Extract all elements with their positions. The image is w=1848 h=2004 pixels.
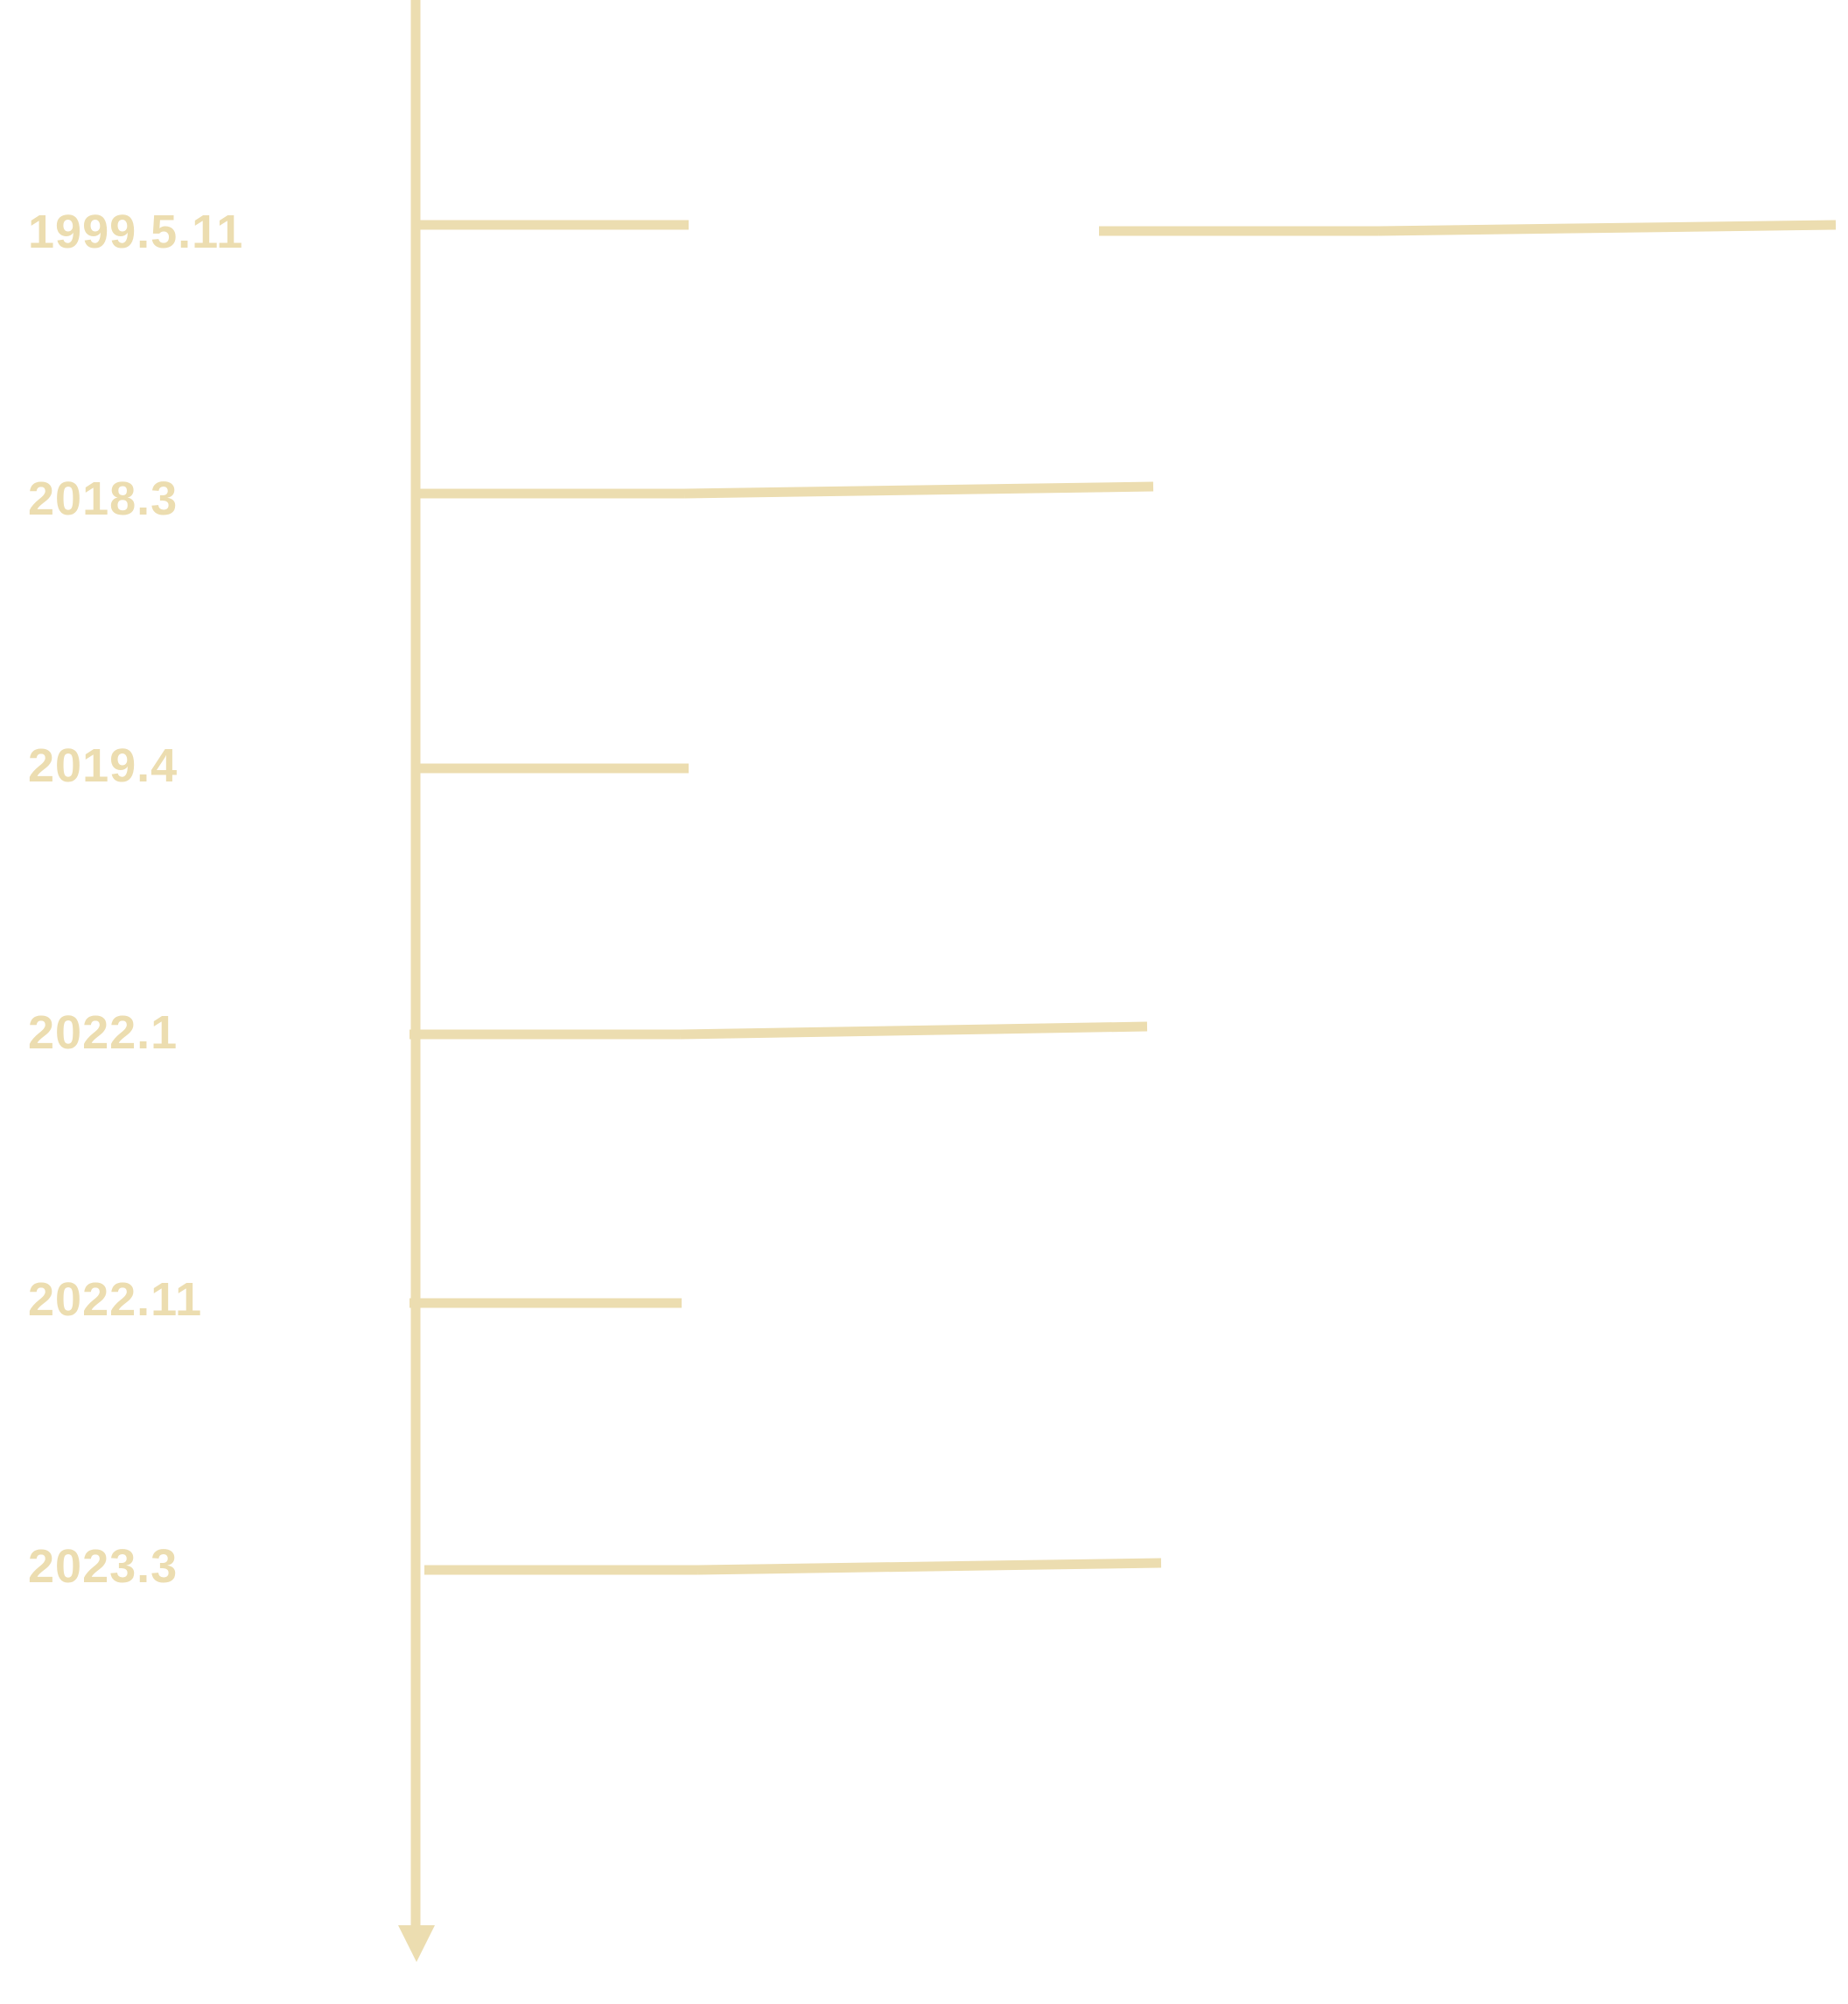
date-label-1999-5-11: 1999.5.11 [28, 206, 243, 258]
event-underline [696, 1558, 1162, 1575]
date-label-2019-4: 2019.4 [28, 739, 178, 792]
arrow-down-icon [398, 1925, 435, 1962]
date-label-2023-3: 2023.3 [28, 1540, 178, 1593]
date-label-2018-3: 2018.3 [28, 473, 178, 525]
event-underline [683, 481, 1154, 499]
date-label-2022-1: 2022.1 [28, 1006, 178, 1059]
date-label-2022-11: 2022.11 [28, 1273, 202, 1326]
event-underline-right [1377, 220, 1837, 236]
event-underline [679, 1021, 1148, 1040]
